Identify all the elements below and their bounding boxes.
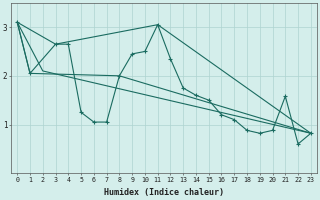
X-axis label: Humidex (Indice chaleur): Humidex (Indice chaleur) <box>104 188 224 197</box>
